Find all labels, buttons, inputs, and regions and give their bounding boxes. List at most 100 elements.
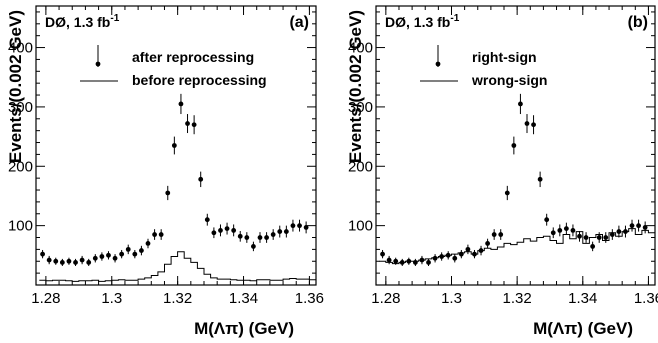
panel-a-data-point	[145, 241, 151, 246]
panel-a-data-point	[244, 235, 250, 240]
panel-a-data-point	[125, 246, 131, 252]
panel-b-data-point	[544, 217, 550, 223]
panel-b-data-point	[498, 232, 504, 237]
panel-b: 1.28 1.3 1.32 1.34 1.36 100 200 300 400 DØ, 1.3 …	[346, 5, 658, 338]
panel-a-data-point	[53, 258, 59, 264]
panel-b-data-point	[439, 254, 445, 259]
panel-a-data-point	[218, 227, 223, 233]
panel-b-data-point	[393, 258, 399, 264]
panel-b-xtick-label: 1.36	[634, 290, 658, 307]
panel-b-ytick-label: 300	[348, 99, 373, 116]
panel-b-data-point	[465, 246, 471, 252]
panel-b-data-point	[537, 176, 543, 182]
panel-b-data-points	[380, 93, 648, 267]
panel-a-data-point	[119, 251, 125, 257]
panel-a-data-point	[59, 260, 65, 265]
panel-a-data-point	[237, 233, 243, 239]
panel-b-histogram-line	[379, 228, 655, 265]
panel-a-data-point	[92, 255, 98, 261]
panel-a-legend-points-label: after reprocessing	[132, 49, 254, 65]
panel-b-data-point	[524, 121, 530, 126]
panel-b-data-point	[563, 226, 569, 232]
panel-b-data-point	[419, 257, 425, 263]
panel-a-data-point	[79, 257, 85, 263]
panel-b-data-point	[445, 252, 451, 258]
panel-a-data-point	[46, 257, 52, 263]
panel-a-xtick-label: 1.32	[163, 290, 192, 307]
panel-a-xlabel: M(Λπ) (GeV)	[194, 319, 294, 338]
panel-a-data-point	[257, 235, 263, 240]
panel-a-data-point	[139, 248, 144, 253]
panel-b-experiment-text: DØ, 1.3 fb	[385, 14, 450, 30]
panel-b-data-point	[518, 101, 523, 107]
panel-a-experiment-label: DØ, 1.3 fb-1	[45, 13, 120, 30]
panel-a-data-point	[204, 217, 210, 223]
panel-a-data-point	[66, 258, 72, 264]
panel-b-xtick-label: 1.28	[371, 290, 400, 307]
panel-b-data-point	[478, 248, 484, 253]
panel-a-data-point	[297, 223, 302, 229]
panel-b-data-point	[458, 251, 464, 257]
panel-a-data-point	[303, 225, 309, 230]
panel-b-xlabel: M(Λπ) (GeV)	[533, 319, 633, 338]
panel-b-data-point	[380, 251, 385, 257]
panel-a-ytick-label: 200	[8, 158, 33, 175]
panel-b-experiment-label: DØ, 1.3 fb-1	[385, 13, 460, 30]
panel-b-data-point	[570, 227, 576, 233]
panel-b-xtick-label: 1.32	[503, 290, 532, 307]
panel-a-data-point	[112, 255, 118, 261]
panel-b-xtick-label: 1.3	[441, 290, 462, 307]
panel-a-ytick-label: 100	[8, 218, 33, 235]
panel-a-data-point	[211, 230, 217, 236]
panel-b-ytick-label: 200	[348, 158, 373, 175]
panel-a-data-point	[158, 232, 164, 237]
panel-b-histogram	[379, 228, 655, 265]
panel-a-data-point	[99, 254, 105, 259]
panel-a-data-point	[198, 176, 204, 182]
panel-b-data-point	[485, 241, 490, 246]
panel-a-histogram-line	[39, 251, 316, 282]
panel-b-data-point	[623, 229, 628, 234]
panel-b-data-point	[491, 232, 497, 237]
panel-b-data-point	[386, 257, 392, 263]
panel-a-ytick-label: 400	[8, 40, 33, 57]
panel-a: 1.28 1.3 1.32 1.34 1.36 100 200 300 400 DØ, 1.3 …	[6, 5, 324, 338]
panel-b-data-point	[616, 229, 622, 234]
panel-b-data-point	[472, 251, 477, 257]
panel-a-data-point	[264, 235, 269, 240]
panel-a-data-point	[224, 226, 230, 232]
panel-b-data-point	[412, 260, 418, 265]
panel-b-legend: right-sign wrong-sign	[420, 45, 547, 88]
panel-b-experiment-sup: -1	[450, 13, 459, 24]
panel-b-data-point	[590, 244, 596, 249]
panel-a-data-point	[106, 252, 111, 258]
panel-a-legend: after reprocessing before reprocessing	[80, 45, 267, 88]
panel-a-xtick-label: 1.34	[229, 290, 258, 307]
panel-b-data-point	[504, 190, 510, 196]
panel-a-data-point	[171, 143, 177, 148]
panel-b-data-point	[426, 260, 431, 265]
panel-b-data-point	[609, 232, 615, 237]
panel-b-data-point	[603, 235, 609, 240]
panel-b-data-point	[577, 233, 582, 239]
panel-a-data-point	[191, 122, 197, 128]
panel-a-data-point	[277, 229, 283, 234]
panel-b-data-point	[583, 235, 589, 240]
panel-a-legend-point-marker	[95, 61, 101, 67]
panel-a-histogram	[39, 251, 316, 282]
panel-b-data-point	[636, 223, 641, 229]
panel-a-experiment-text: DØ, 1.3 fb	[45, 14, 110, 30]
panel-a-data-point	[86, 260, 92, 265]
panel-a-ylabel: Events/(0.002 GeV)	[6, 10, 25, 163]
panel-a-ytick-label: 300	[8, 99, 33, 116]
panel-b-legend-point-marker	[435, 61, 441, 67]
panel-a-xtick-label: 1.28	[31, 290, 60, 307]
panel-b-data-point	[629, 223, 635, 229]
panel-a-data-point	[165, 190, 171, 196]
panel-a-xtick-label: 1.3	[101, 290, 122, 307]
panel-a-experiment-sup: -1	[110, 13, 119, 24]
panel-a-data-point	[270, 232, 276, 237]
panel-a-data-point	[231, 227, 237, 233]
panel-b-data-point	[642, 225, 648, 230]
